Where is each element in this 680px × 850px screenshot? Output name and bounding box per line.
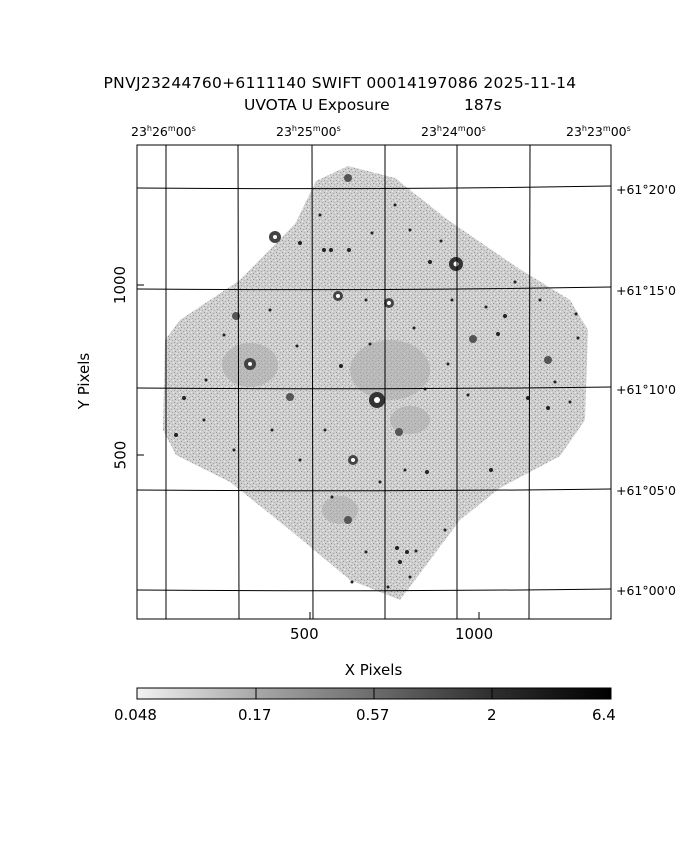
pixel-ticks bbox=[137, 284, 480, 619]
colorbar-tick-label: 6.4 bbox=[592, 706, 616, 724]
colorbar-tick-label: 0.57 bbox=[356, 706, 390, 724]
exposure-time-label: 187s bbox=[464, 96, 502, 114]
dec-tick-label: +61°05'0 bbox=[616, 483, 676, 498]
ra-tick-label: 23h24m00s bbox=[421, 124, 486, 140]
dec-tick-label: +61°15'0 bbox=[616, 283, 676, 298]
y-tick-label: 1000 bbox=[111, 265, 130, 305]
dec-tick-label: +61°10'0 bbox=[616, 382, 676, 397]
x-tick-label: 500 bbox=[290, 625, 319, 643]
colorbar-ticks bbox=[255, 688, 493, 699]
dec-tick-label: +61°00'0 bbox=[616, 583, 676, 598]
plot-title: PNVJ23244760+6111140 SWIFT 00014197086 2… bbox=[103, 74, 577, 92]
exposure-filter-label: UVOTA U Exposure bbox=[244, 96, 390, 114]
bright-stars bbox=[232, 174, 552, 524]
plot-frame bbox=[136, 144, 612, 620]
y-tick-label: 500 bbox=[111, 440, 130, 470]
colorbar-tick-label: 2 bbox=[487, 706, 497, 724]
dec-tick-label: +61°20'0 bbox=[616, 182, 676, 197]
ra-tick-label: 23h25m00s bbox=[276, 124, 341, 140]
ra-tick-label: 23h23m00s bbox=[566, 124, 631, 140]
colorbar-tick-label: 0.17 bbox=[238, 706, 272, 724]
colorbar-tick-label: 0.048 bbox=[114, 706, 157, 724]
x-tick-label: 1000 bbox=[455, 625, 494, 643]
wcs-grid bbox=[136, 144, 612, 620]
y-axis-label: Y Pixels bbox=[75, 352, 94, 410]
ra-tick-label: 23h26m00s bbox=[131, 124, 196, 140]
x-axis-label: X Pixels bbox=[344, 661, 403, 679]
